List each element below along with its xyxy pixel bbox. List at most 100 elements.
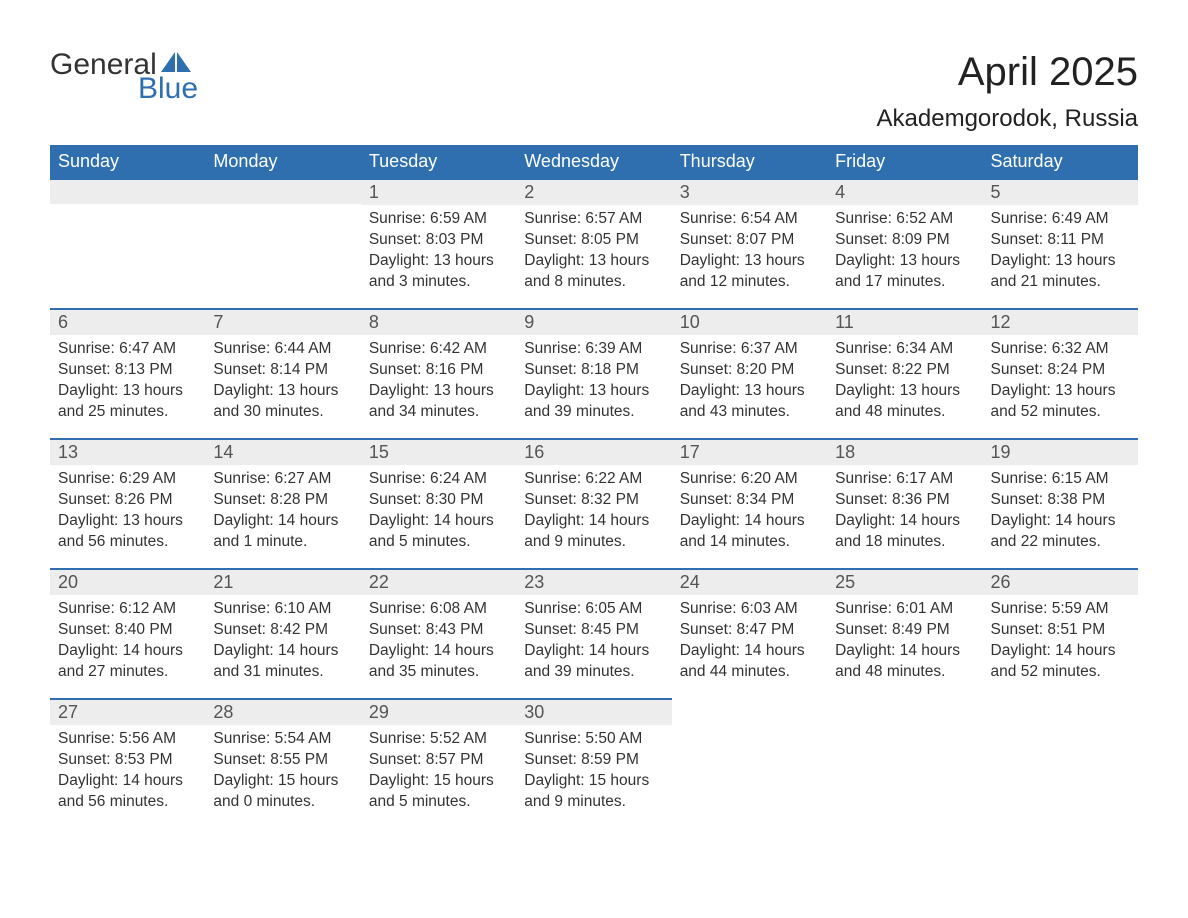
day-content [983, 722, 1138, 736]
day-content [205, 204, 360, 218]
day-content: Sunrise: 6:59 AMSunset: 8:03 PMDaylight:… [361, 205, 516, 303]
day-number: 28 [205, 700, 360, 725]
day-number [205, 180, 360, 204]
daylight-text-1: Daylight: 15 hours [213, 771, 352, 792]
daylight-text-1: Daylight: 13 hours [524, 251, 663, 272]
day-number: 7 [205, 310, 360, 335]
day-header: Saturday [983, 145, 1138, 178]
sunrise-text: Sunrise: 6:57 AM [524, 209, 663, 230]
daylight-text-2: and 27 minutes. [58, 662, 197, 683]
sunrise-text: Sunrise: 6:52 AM [835, 209, 974, 230]
sunrise-text: Sunrise: 6:17 AM [835, 469, 974, 490]
sunset-text: Sunset: 8:03 PM [369, 230, 508, 251]
daylight-text-2: and 5 minutes. [369, 792, 508, 813]
daylight-text-1: Daylight: 13 hours [369, 381, 508, 402]
sunset-text: Sunset: 8:14 PM [213, 360, 352, 381]
calendar-cell: 19Sunrise: 6:15 AMSunset: 8:38 PMDayligh… [983, 438, 1138, 568]
day-number: 16 [516, 440, 671, 465]
daylight-text-1: Daylight: 15 hours [369, 771, 508, 792]
daylight-text-1: Daylight: 13 hours [58, 381, 197, 402]
day-number: 5 [983, 180, 1138, 205]
day-number: 3 [672, 180, 827, 205]
day-header: Wednesday [516, 145, 671, 178]
sunset-text: Sunset: 8:07 PM [680, 230, 819, 251]
daylight-text-2: and 21 minutes. [991, 272, 1130, 293]
daylight-text-2: and 14 minutes. [680, 532, 819, 553]
sunset-text: Sunset: 8:40 PM [58, 620, 197, 641]
day-number: 15 [361, 440, 516, 465]
daylight-text-2: and 31 minutes. [213, 662, 352, 683]
sunrise-text: Sunrise: 6:08 AM [369, 599, 508, 620]
day-content: Sunrise: 6:01 AMSunset: 8:49 PMDaylight:… [827, 595, 982, 693]
calendar-cell: 18Sunrise: 6:17 AMSunset: 8:36 PMDayligh… [827, 438, 982, 568]
sunset-text: Sunset: 8:53 PM [58, 750, 197, 771]
sunset-text: Sunset: 8:24 PM [991, 360, 1130, 381]
day-content: Sunrise: 6:24 AMSunset: 8:30 PMDaylight:… [361, 465, 516, 563]
calendar-cell: 20Sunrise: 6:12 AMSunset: 8:40 PMDayligh… [50, 568, 205, 698]
calendar-cell: 3Sunrise: 6:54 AMSunset: 8:07 PMDaylight… [672, 178, 827, 308]
day-number [50, 180, 205, 204]
sunset-text: Sunset: 8:38 PM [991, 490, 1130, 511]
sunset-text: Sunset: 8:43 PM [369, 620, 508, 641]
daylight-text-2: and 34 minutes. [369, 402, 508, 423]
sunset-text: Sunset: 8:28 PM [213, 490, 352, 511]
daylight-text-2: and 48 minutes. [835, 402, 974, 423]
sunset-text: Sunset: 8:09 PM [835, 230, 974, 251]
sunrise-text: Sunrise: 6:15 AM [991, 469, 1130, 490]
calendar-cell: 25Sunrise: 6:01 AMSunset: 8:49 PMDayligh… [827, 568, 982, 698]
sunset-text: Sunset: 8:51 PM [991, 620, 1130, 641]
day-content: Sunrise: 6:42 AMSunset: 8:16 PMDaylight:… [361, 335, 516, 433]
day-content: Sunrise: 6:08 AMSunset: 8:43 PMDaylight:… [361, 595, 516, 693]
calendar-cell: 26Sunrise: 5:59 AMSunset: 8:51 PMDayligh… [983, 568, 1138, 698]
day-header-row: Sunday Monday Tuesday Wednesday Thursday… [50, 145, 1138, 178]
calendar-row: 27Sunrise: 5:56 AMSunset: 8:53 PMDayligh… [50, 698, 1138, 828]
day-content: Sunrise: 6:05 AMSunset: 8:45 PMDaylight:… [516, 595, 671, 693]
logo-word2: Blue [138, 74, 198, 104]
day-number: 20 [50, 570, 205, 595]
calendar-cell: 12Sunrise: 6:32 AMSunset: 8:24 PMDayligh… [983, 308, 1138, 438]
daylight-text-2: and 18 minutes. [835, 532, 974, 553]
calendar-cell [827, 698, 982, 828]
sunset-text: Sunset: 8:11 PM [991, 230, 1130, 251]
daylight-text-1: Daylight: 14 hours [835, 641, 974, 662]
daylight-text-1: Daylight: 13 hours [680, 381, 819, 402]
sunset-text: Sunset: 8:26 PM [58, 490, 197, 511]
calendar-cell: 9Sunrise: 6:39 AMSunset: 8:18 PMDaylight… [516, 308, 671, 438]
sunrise-text: Sunrise: 6:29 AM [58, 469, 197, 490]
day-content: Sunrise: 6:10 AMSunset: 8:42 PMDaylight:… [205, 595, 360, 693]
sunset-text: Sunset: 8:47 PM [680, 620, 819, 641]
day-number [983, 698, 1138, 722]
calendar-cell [205, 178, 360, 308]
calendar-cell: 2Sunrise: 6:57 AMSunset: 8:05 PMDaylight… [516, 178, 671, 308]
daylight-text-1: Daylight: 14 hours [58, 771, 197, 792]
day-number: 10 [672, 310, 827, 335]
daylight-text-1: Daylight: 14 hours [524, 511, 663, 532]
day-number: 30 [516, 700, 671, 725]
day-number: 17 [672, 440, 827, 465]
day-number: 13 [50, 440, 205, 465]
sunrise-text: Sunrise: 6:54 AM [680, 209, 819, 230]
calendar-cell: 21Sunrise: 6:10 AMSunset: 8:42 PMDayligh… [205, 568, 360, 698]
sunrise-text: Sunrise: 6:42 AM [369, 339, 508, 360]
daylight-text-1: Daylight: 14 hours [680, 511, 819, 532]
sunset-text: Sunset: 8:30 PM [369, 490, 508, 511]
day-number: 21 [205, 570, 360, 595]
sunrise-text: Sunrise: 6:32 AM [991, 339, 1130, 360]
day-content: Sunrise: 5:54 AMSunset: 8:55 PMDaylight:… [205, 725, 360, 823]
calendar-cell: 22Sunrise: 6:08 AMSunset: 8:43 PMDayligh… [361, 568, 516, 698]
calendar-row: 6Sunrise: 6:47 AMSunset: 8:13 PMDaylight… [50, 308, 1138, 438]
calendar-cell: 7Sunrise: 6:44 AMSunset: 8:14 PMDaylight… [205, 308, 360, 438]
daylight-text-1: Daylight: 14 hours [213, 511, 352, 532]
daylight-text-1: Daylight: 14 hours [835, 511, 974, 532]
day-content: Sunrise: 6:52 AMSunset: 8:09 PMDaylight:… [827, 205, 982, 303]
sunrise-text: Sunrise: 5:54 AM [213, 729, 352, 750]
calendar-cell: 14Sunrise: 6:27 AMSunset: 8:28 PMDayligh… [205, 438, 360, 568]
daylight-text-2: and 9 minutes. [524, 532, 663, 553]
day-content: Sunrise: 5:59 AMSunset: 8:51 PMDaylight:… [983, 595, 1138, 693]
daylight-text-2: and 44 minutes. [680, 662, 819, 683]
day-number: 14 [205, 440, 360, 465]
day-number: 11 [827, 310, 982, 335]
day-number: 9 [516, 310, 671, 335]
daylight-text-2: and 25 minutes. [58, 402, 197, 423]
sunset-text: Sunset: 8:18 PM [524, 360, 663, 381]
